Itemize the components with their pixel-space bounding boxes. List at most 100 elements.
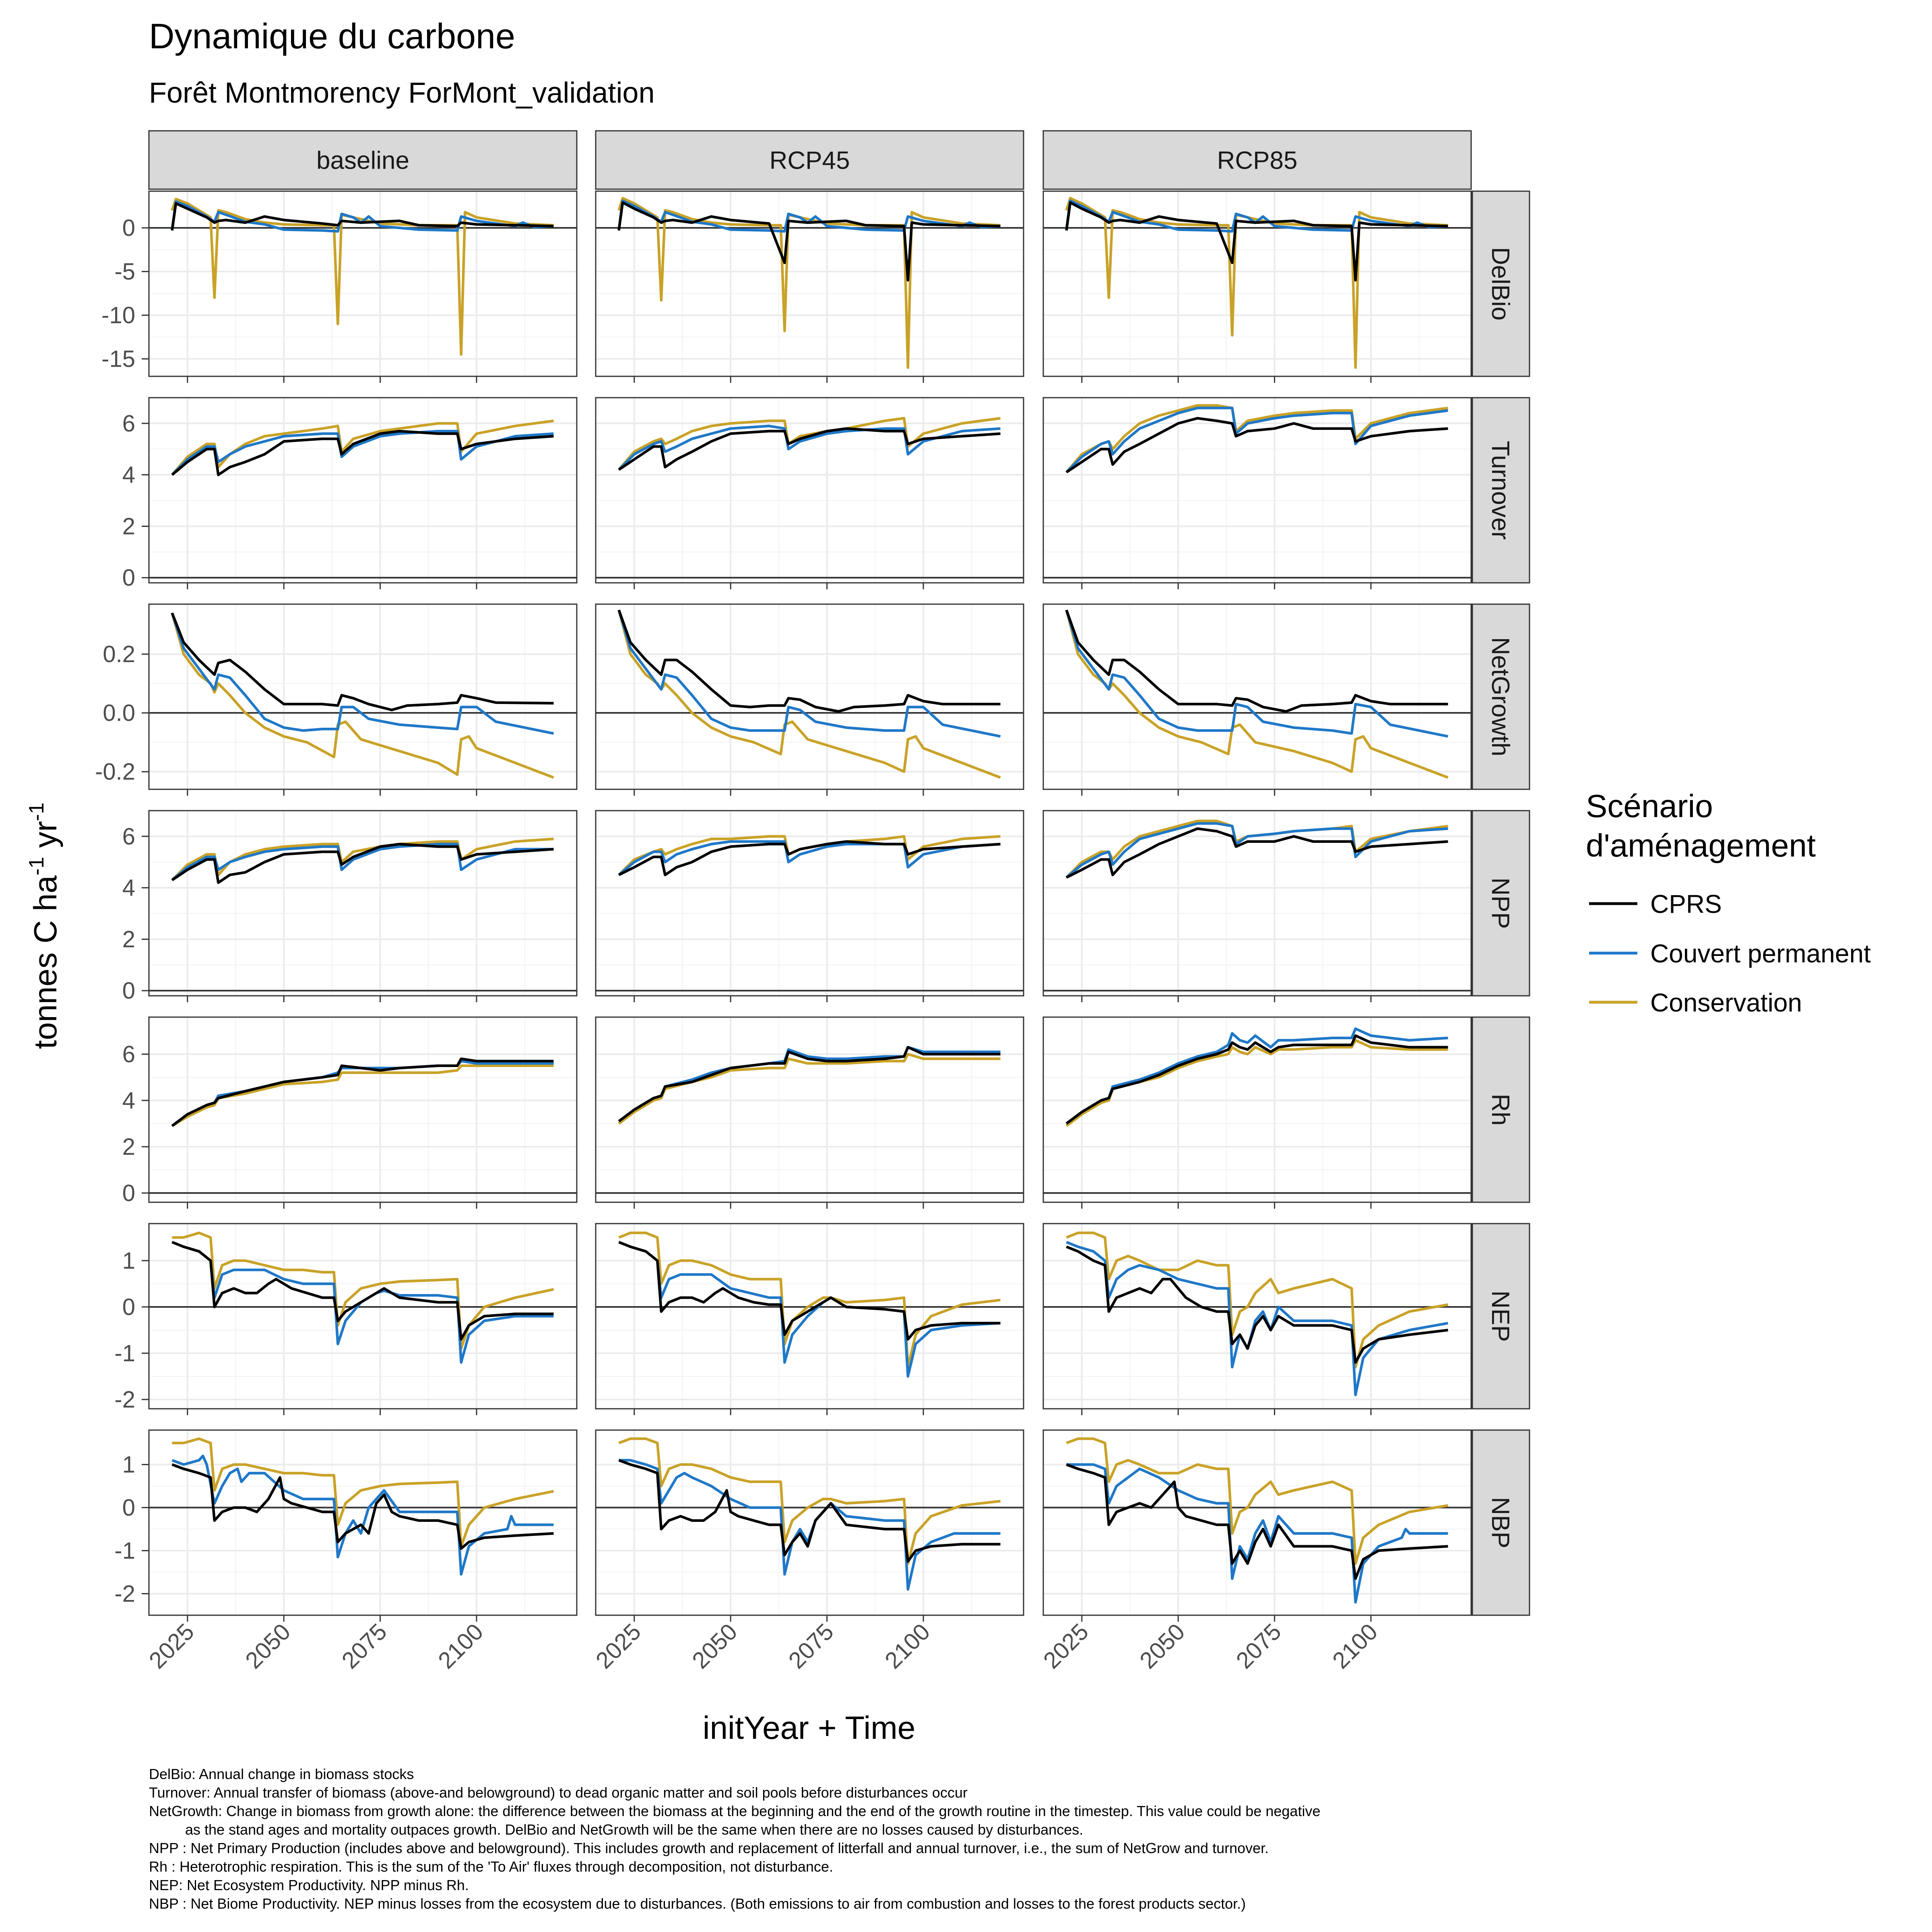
column-strip-baseline: baseline [148,130,578,190]
panel-turnover-baseline [148,397,578,589]
panel-border [148,1429,578,1616]
series-line-cprs [171,1463,554,1550]
y-axis-title-mid: yr [27,821,63,857]
y-tick-label: 4 [122,875,135,901]
facet-panels: 0-5-10-150246-0.20.00.202460246-2-101-2-… [95,190,1472,1622]
series-line-couvert-permanent [171,200,554,233]
caption-line-netgrowth: NetGrowth: Change in biomass from growth… [149,1803,1320,1819]
caption-line-delbio: DelBio: Annual change in biomass stocks [149,1766,414,1782]
series-line-cprs [171,842,554,884]
series-line-cprs [171,1241,554,1341]
y-tick-label: 0 [122,978,135,1004]
y-tick-label: 2 [122,1134,135,1160]
column-strip-label: RCP85 [1217,147,1298,175]
series-line-couvert-permanent [618,1241,1001,1378]
panel-border [595,810,1024,997]
panel-border [148,190,578,377]
y-tick-label: -0.2 [95,759,135,785]
panel-border [148,603,578,790]
series-line-cprs [618,1046,1001,1123]
series-group [1066,1437,1449,1604]
y-tick-label: 0 [122,1294,135,1320]
panel-background [149,1224,577,1409]
panel-nbp-rcp45 [595,1429,1024,1622]
caption-block: DelBio: Annual change in biomass stocks … [149,1766,1320,1912]
column-strip-box [595,130,1024,190]
series-group [171,1231,554,1364]
y-tick-label: 6 [122,1041,135,1067]
legend-item-cprs: CPRS [1589,890,1722,919]
y-axis-npp: 0 2 4 6 [122,824,149,1004]
series-line-conservation [1065,197,1448,369]
caption-line-netgrowth-cont: as the stand ages and mortality outpaces… [185,1821,1083,1838]
series-group [1066,1231,1449,1396]
panel-nep-baseline [148,1223,578,1415]
y-tick-label: 4 [122,462,135,488]
panel-background [1043,1430,1471,1615]
series-group [1065,819,1448,879]
panel-border [1042,810,1472,997]
y-axis-title-sup1: -1 [25,857,48,875]
series-line-couvert-permanent [619,1459,1001,1591]
y-axis-nbp: -2 -1 0 1 [114,1452,149,1607]
row-strip-netgrowth: NetGrowth [1472,603,1530,790]
series-group [171,838,554,884]
y-axis-title-main: tonnes C ha [27,875,63,1049]
caption-line-npp: NPP : Net Primary Production (includes a… [149,1840,1269,1856]
panel-background [1043,398,1471,583]
series-line-cprs [1066,1245,1448,1364]
series-line-cprs [618,840,1001,876]
series-line-cprs [171,429,554,476]
row-strip-label: NetGrowth [1486,637,1514,756]
series-line-cprs [171,202,554,231]
panel-delbio-rcp45 [595,190,1024,383]
y-tick-label: 0 [122,1180,135,1206]
series-line-couvert-permanent [1065,822,1448,879]
column-strip-label: baseline [316,147,409,175]
series-line-couvert-permanent [1065,609,1449,738]
y-tick-label: -5 [114,259,135,285]
series-line-couvert-permanent [617,609,1001,738]
chart-title: Dynamique du carbone [149,16,515,56]
panel-nbp-baseline [148,1429,578,1622]
panel-background [1043,811,1471,996]
series-line-couvert-permanent [1065,407,1448,473]
caption-line-turnover: Turnover: Annual transfer of biomass (ab… [149,1784,968,1801]
panel-npp-rcp85 [1042,810,1472,1002]
series-line-cprs [1065,201,1448,282]
row-strip-box [1472,603,1530,790]
row-strip-npp: NPP [1472,810,1530,997]
series-line-cprs [617,609,1001,713]
y-tick-label: -2 [114,1387,135,1413]
panel-border [595,1223,1024,1410]
panel-rh-baseline [148,1016,578,1209]
panel-npp-rcp45 [595,810,1024,1002]
row-strip-nbp: NBP [1472,1429,1530,1616]
series-line-couvert-permanent [171,612,554,735]
series-line-cprs [171,1057,554,1127]
row-strip-box [1472,810,1530,997]
y-tick-label: -15 [101,346,135,372]
panel-border [1042,190,1472,377]
y-tick-label: 1 [122,1452,135,1478]
y-tick-label: -1 [114,1340,135,1366]
panel-border [595,1429,1024,1616]
panel-background [596,1017,1024,1202]
y-tick-label: 0 [122,1495,135,1521]
y-tick-label: -10 [101,302,135,328]
series-group [1065,404,1448,474]
y-axis-nep: -2 -1 0 1 [114,1248,149,1413]
y-tick-label: 0 [122,215,135,241]
legend-label-couvert-permanent: Couvert permanent [1650,939,1871,968]
panel-border [1042,1016,1472,1203]
panel-border [1042,1429,1472,1616]
row-strip-label: NEP [1486,1290,1514,1342]
row-strip-box [1472,1223,1530,1410]
series-line-couvert-permanent [1066,1463,1448,1604]
row-strip-delbio: DelBio [1472,190,1530,377]
panel-border [148,810,578,997]
panel-turnover-rcp85 [1042,397,1472,589]
panel-background [149,811,577,996]
legend-label-conservation: Conservation [1650,988,1802,1017]
